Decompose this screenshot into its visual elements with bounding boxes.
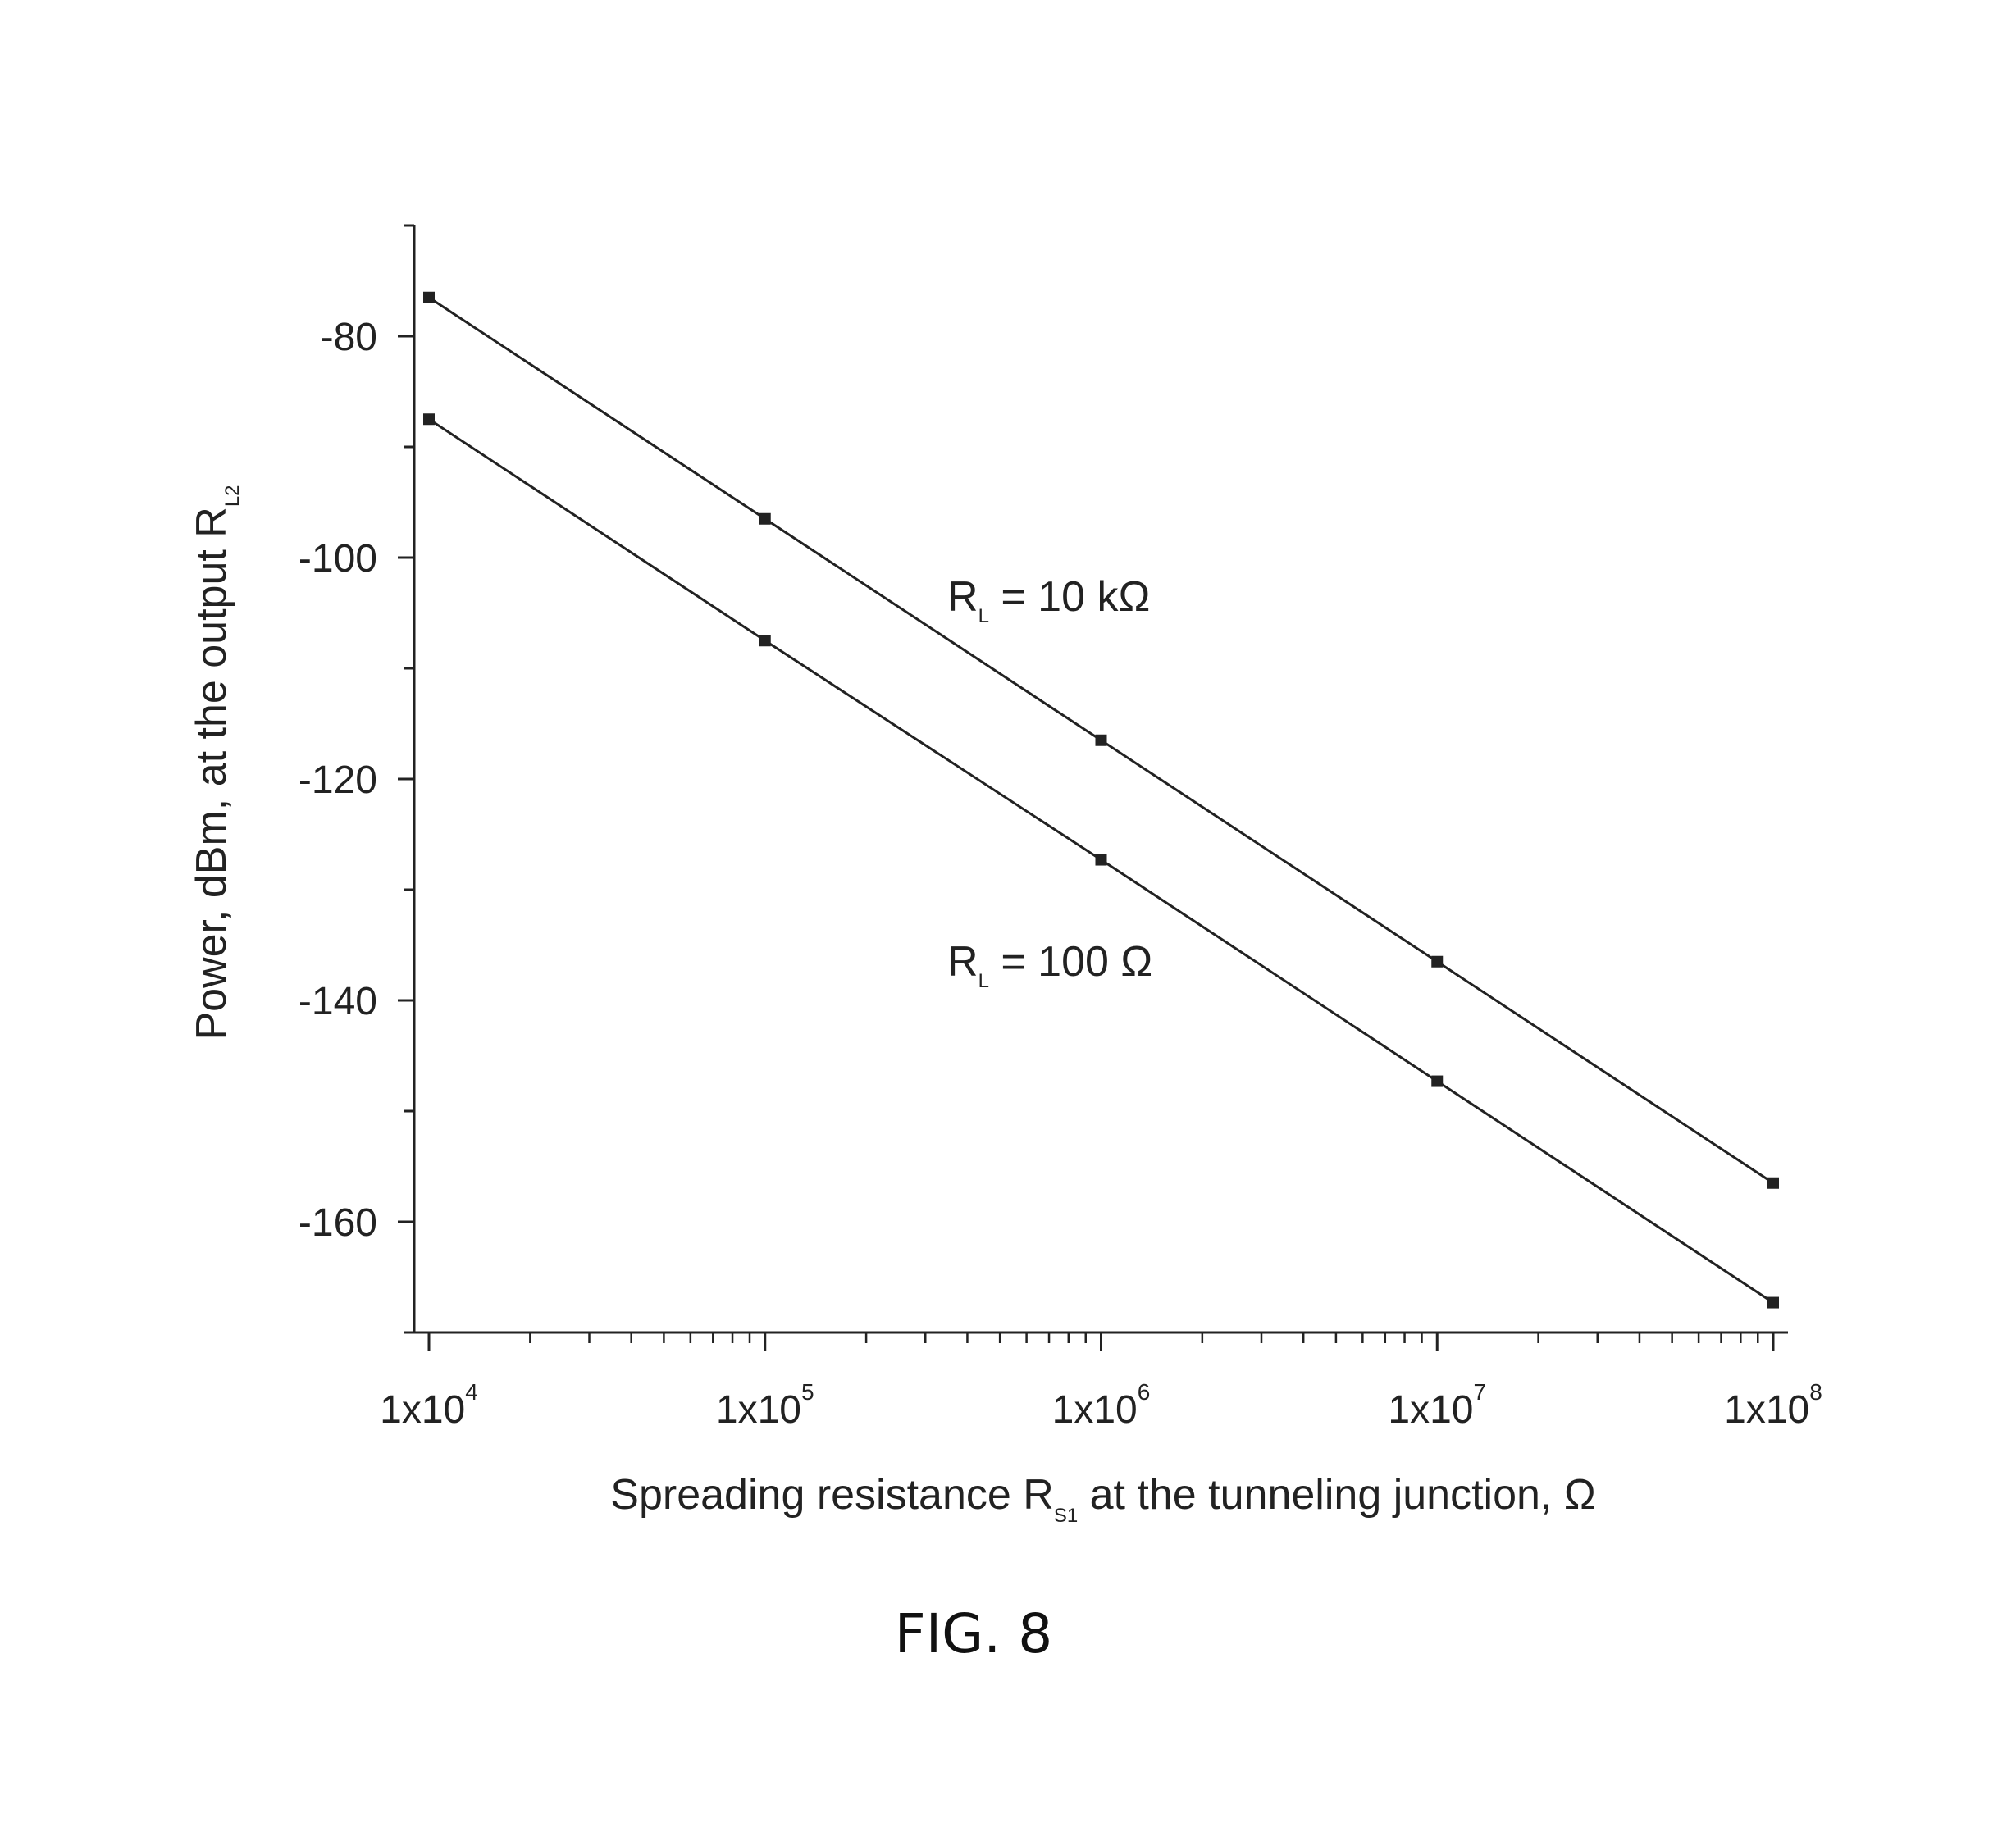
chart-ticks: -80 -100 -120 -140 -160 1x104 1x105 1x106 1x107 1…	[299, 226, 1822, 1432]
y-axis-title: Power, dBm, at the output RL2	[188, 485, 244, 1040]
x-tick-label: 1x104	[380, 1379, 478, 1432]
data-point	[423, 413, 435, 425]
data-point	[1431, 1076, 1443, 1087]
x-tick-label: 1x108	[1724, 1379, 1822, 1432]
y-tick-label: -80	[321, 316, 377, 359]
x-tick-label: 1x105	[716, 1379, 814, 1432]
series-label-10k: RL = 10 kΩ	[947, 573, 1150, 627]
y-tick-label: -160	[299, 1201, 377, 1245]
data-point	[1431, 956, 1443, 968]
data-point	[1767, 1178, 1779, 1189]
y-tick-label: -140	[299, 980, 377, 1023]
data-point	[1096, 854, 1107, 866]
y-tick-label: -100	[299, 537, 377, 581]
data-point	[1767, 1297, 1779, 1309]
series-label-100: RL = 100 Ω	[947, 938, 1152, 992]
data-point	[1096, 735, 1107, 746]
data-point	[423, 292, 435, 303]
x-axis-title: Spreading resistance RS1 at the tunnelin…	[610, 1471, 1595, 1527]
y-tick-label: -120	[299, 758, 377, 802]
data-point	[759, 513, 771, 525]
figure-caption: FIG. 8	[895, 1602, 1053, 1665]
chart-axes	[414, 226, 1788, 1332]
x-tick-label: 1x107	[1388, 1379, 1486, 1432]
x-tick-label: 1x106	[1052, 1379, 1151, 1432]
chart-series	[423, 292, 1779, 1309]
data-point	[759, 635, 771, 646]
